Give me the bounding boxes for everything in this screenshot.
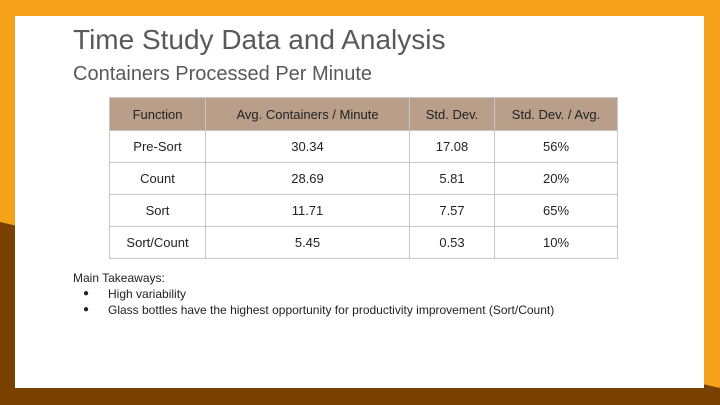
takeaway-text: Glass bottles have the highest opportuni…: [108, 303, 555, 317]
header-avg-containers: Avg. Containers / Minute: [205, 97, 410, 131]
cell-function: Sort: [109, 194, 206, 227]
bullet-icon: ●: [83, 288, 90, 299]
cell-avg: 11.71: [205, 194, 410, 227]
table-row: Sort 11.71 7.57 65%: [109, 194, 618, 227]
takeaways-heading: Main Takeaways:: [73, 271, 165, 285]
table-row: Count 28.69 5.81 20%: [109, 162, 618, 195]
table-row: Sort/Count 5.45 0.53 10%: [109, 226, 618, 259]
cell-ratio: 65%: [494, 194, 618, 227]
header-function: Function: [109, 97, 206, 131]
header-std-dev: Std. Dev.: [409, 97, 495, 131]
table-row: Pre-Sort 30.34 17.08 56%: [109, 130, 618, 163]
time-study-table: Function Avg. Containers / Minute Std. D…: [109, 97, 618, 259]
takeaways-list: ● High variability ● Glass bottles have …: [73, 286, 554, 318]
takeaway-text: High variability: [108, 287, 187, 301]
table-header-row: Function Avg. Containers / Minute Std. D…: [109, 97, 618, 131]
cell-function: Pre-Sort: [109, 130, 206, 163]
cell-std-dev: 17.08: [409, 130, 495, 163]
cell-ratio: 20%: [494, 162, 618, 195]
slide-title: Time Study Data and Analysis: [73, 24, 446, 55]
header-std-dev-avg: Std. Dev. / Avg.: [494, 97, 618, 131]
slide-subtitle: Containers Processed Per Minute: [73, 63, 373, 85]
cell-ratio: 10%: [494, 226, 618, 259]
cell-std-dev: 0.53: [409, 226, 495, 259]
bullet-icon: ●: [83, 304, 90, 315]
cell-avg: 30.34: [205, 130, 410, 163]
cell-avg: 28.69: [205, 162, 410, 195]
takeaways-block: Main Takeaways: ● High variability ● Gla…: [73, 270, 554, 318]
cell-ratio: 56%: [494, 130, 618, 163]
cell-function: Sort/Count: [109, 226, 206, 259]
cell-function: Count: [109, 162, 206, 195]
cell-std-dev: 5.81: [409, 162, 495, 195]
cell-avg: 5.45: [205, 226, 410, 259]
cell-std-dev: 7.57: [409, 194, 495, 227]
list-item: ● Glass bottles have the highest opportu…: [73, 302, 554, 318]
list-item: ● High variability: [73, 286, 554, 302]
